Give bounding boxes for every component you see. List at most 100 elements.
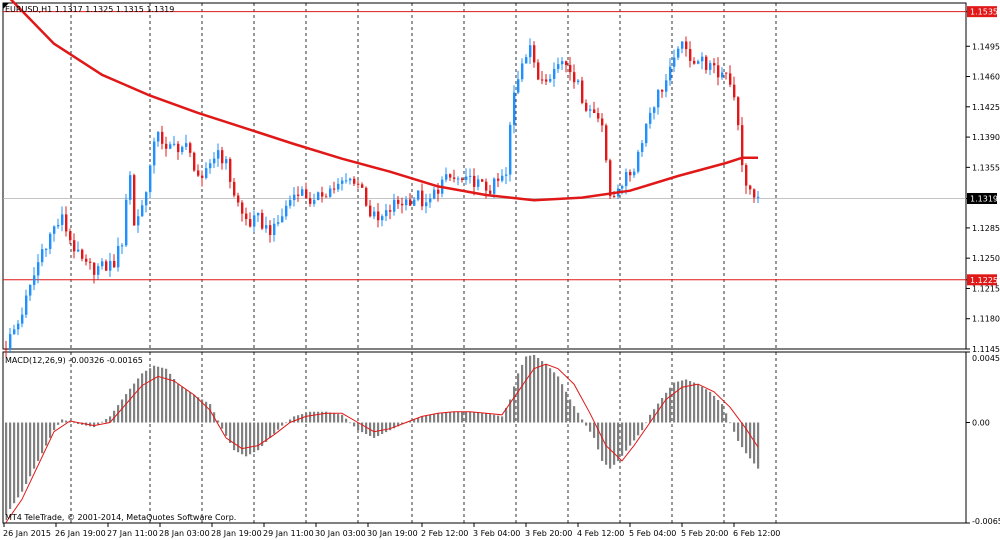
histogram-bar xyxy=(645,422,648,424)
histogram-bar xyxy=(461,411,464,423)
histogram-bar xyxy=(385,422,388,433)
macd-y-axis: 0.00459 0.00 -0.00654 xyxy=(966,351,1000,526)
candle-body xyxy=(457,178,460,180)
candle xyxy=(69,228,72,245)
candle-body xyxy=(261,212,264,229)
candle xyxy=(349,177,352,185)
candle-body xyxy=(473,175,476,187)
histogram-bar xyxy=(449,412,452,423)
candle xyxy=(637,149,640,174)
candle-body xyxy=(625,171,628,187)
histogram-bar xyxy=(585,422,588,426)
candle xyxy=(601,113,604,133)
candle xyxy=(709,60,712,76)
histogram-bar xyxy=(673,382,676,423)
histogram-bar xyxy=(109,416,112,423)
candle-body xyxy=(713,63,716,66)
candle xyxy=(137,209,140,233)
histogram-bar xyxy=(525,356,528,423)
histogram-bar xyxy=(717,399,720,423)
candle-body xyxy=(97,266,100,275)
candle xyxy=(661,89,664,98)
histogram-bar xyxy=(229,422,232,444)
candle xyxy=(117,237,120,272)
histogram-bar xyxy=(745,422,748,454)
histogram-bar xyxy=(445,412,448,423)
candle xyxy=(89,258,92,270)
y-tick-label: 0.00 xyxy=(972,419,990,428)
candle-body xyxy=(449,174,452,178)
x-tick-label: 26 Jan 19:00 xyxy=(55,529,106,538)
x-tick-label: 3 Feb 20:00 xyxy=(525,529,572,538)
candle xyxy=(669,58,672,86)
candle-body xyxy=(621,186,624,189)
candle xyxy=(113,254,116,268)
histogram-bar xyxy=(753,422,756,464)
candle xyxy=(241,200,244,222)
candle-body xyxy=(485,181,488,191)
histogram-bar xyxy=(665,392,668,423)
histogram-bar xyxy=(77,422,80,425)
candle-body xyxy=(705,56,708,70)
y-tick-label: 1.1425 xyxy=(972,103,1000,112)
x-tick-label: 28 Jan 03:00 xyxy=(159,529,210,538)
histogram-bar xyxy=(685,379,688,423)
level-price-tag xyxy=(967,6,997,18)
histogram-bar xyxy=(33,422,36,469)
histogram-bar xyxy=(529,355,532,423)
candle-body xyxy=(693,60,696,64)
candle xyxy=(413,197,416,207)
candle-body xyxy=(661,90,664,92)
candle-body xyxy=(529,45,532,58)
x-tick-label: 27 Jan 11:00 xyxy=(107,529,158,538)
histogram-bar xyxy=(201,399,204,423)
candle xyxy=(433,186,436,200)
candle xyxy=(273,218,276,242)
histogram-bar xyxy=(361,422,364,433)
candle-body xyxy=(185,143,188,147)
candle xyxy=(541,70,544,85)
candle-body xyxy=(153,141,156,166)
histogram-bar xyxy=(561,384,564,423)
histogram-bar xyxy=(381,422,384,435)
candle-body xyxy=(57,224,60,227)
histogram-bar xyxy=(513,386,516,423)
candle-body xyxy=(217,150,220,159)
candle-body xyxy=(197,170,200,176)
candle xyxy=(457,176,460,186)
candle xyxy=(29,284,32,301)
y-tick-label: 1.1535 xyxy=(970,8,998,17)
y-tick-label: 1.1180 xyxy=(972,315,1000,324)
candle-body xyxy=(749,185,752,190)
candle xyxy=(193,151,196,172)
histogram-bar xyxy=(393,422,396,429)
candle-body xyxy=(225,159,228,164)
candle-body xyxy=(301,189,304,196)
candle-body xyxy=(41,249,44,263)
candle-body xyxy=(389,210,392,212)
histogram-bar xyxy=(289,419,292,423)
candle-body xyxy=(33,275,36,285)
level-price-tag xyxy=(967,274,997,286)
candle-body xyxy=(61,214,64,225)
histogram-bar xyxy=(625,422,628,451)
x-tick-label: 26 Jan 2015 xyxy=(3,529,51,538)
candle-body xyxy=(757,196,760,198)
candle xyxy=(209,159,212,174)
candle xyxy=(197,164,200,178)
candle-body xyxy=(533,45,536,63)
candle xyxy=(533,41,536,68)
candle-body xyxy=(513,92,516,125)
candle-body xyxy=(169,144,172,149)
candle xyxy=(109,252,112,277)
candle xyxy=(25,289,28,319)
candle xyxy=(217,143,220,167)
candle xyxy=(281,208,284,223)
candle xyxy=(233,177,236,198)
candle-body xyxy=(437,189,440,194)
candle-body xyxy=(649,112,652,124)
histogram-bar xyxy=(209,404,212,423)
candle-body xyxy=(481,179,484,182)
candle xyxy=(237,192,240,207)
candle-body xyxy=(629,171,632,176)
